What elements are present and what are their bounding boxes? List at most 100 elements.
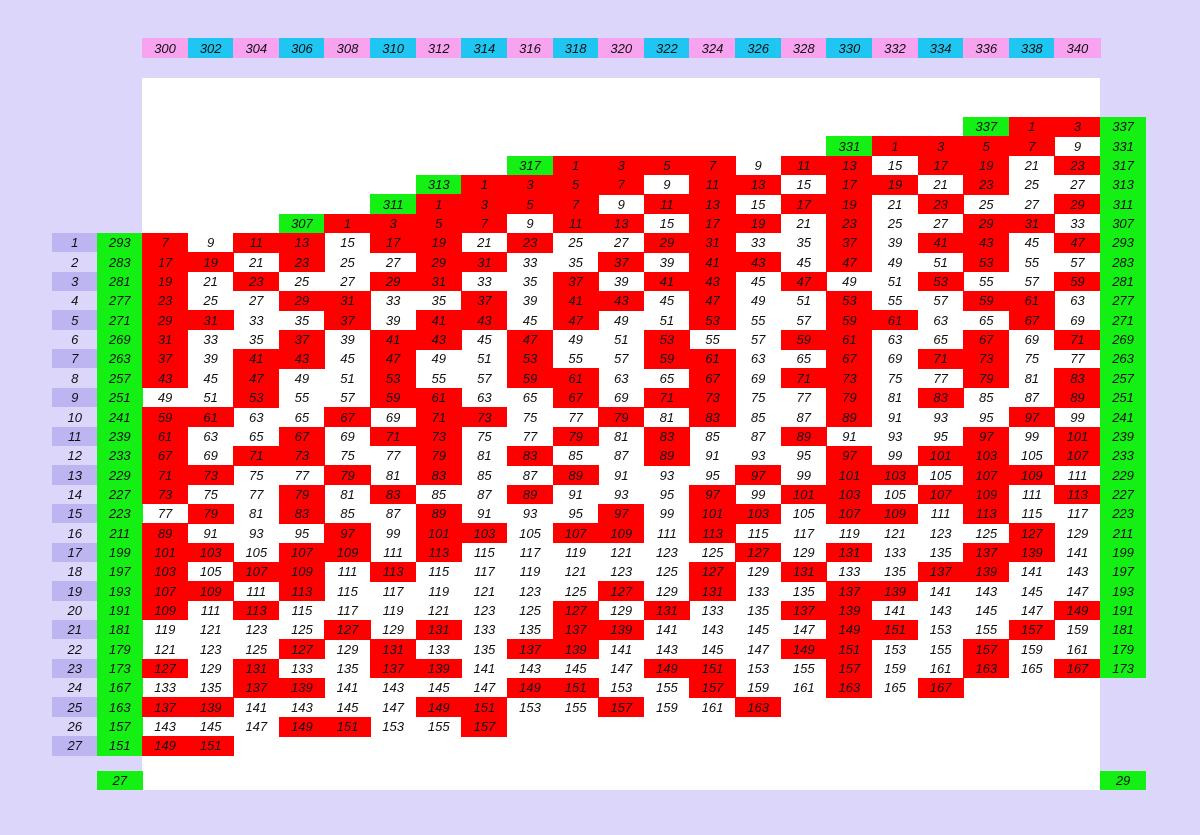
number-cell: 97 <box>826 445 873 466</box>
number-cell: 27 <box>1024 196 1040 212</box>
number-cell: 61 <box>1008 291 1055 311</box>
number-cell: 11 <box>689 174 736 195</box>
number-cell: 151 <box>461 697 508 718</box>
number-cell: 23 <box>506 233 554 253</box>
number-cell: 93 <box>659 467 675 483</box>
number-cell: 47 <box>552 310 599 331</box>
number-cell: 53 <box>826 291 873 311</box>
left-cell: 251 <box>97 387 143 408</box>
row-label: 8 <box>52 368 98 389</box>
number-cell: 99 <box>796 467 811 483</box>
number-cell: 117 <box>519 544 541 560</box>
number-cell: 127 <box>278 639 325 660</box>
number-cell: 91 <box>705 448 720 464</box>
number-cell: 109 <box>598 523 645 543</box>
number-cell: 27 <box>933 216 948 232</box>
number-cell: 161 <box>1066 641 1089 657</box>
number-cell: 153 <box>884 641 906 657</box>
number-cell: 51 <box>659 312 675 328</box>
number-cell: 63 <box>203 428 218 444</box>
number-cell: 159 <box>747 680 769 696</box>
number-cell: 17 <box>689 213 736 234</box>
number-cell: 61 <box>552 368 599 389</box>
number-cell: 35 <box>431 293 446 309</box>
number-cell: 61 <box>142 426 189 447</box>
number-cell: 113 <box>689 523 736 543</box>
number-cell: 75 <box>1024 351 1040 367</box>
number-cell: 61 <box>826 329 873 350</box>
number-cell: 11 <box>552 213 599 234</box>
number-cell: 51 <box>796 293 811 309</box>
number-cell: 19 <box>415 233 462 253</box>
left-cell: 281 <box>97 271 143 292</box>
number-cell: 81 <box>477 448 492 464</box>
number-cell: 25 <box>978 196 994 212</box>
left-cell: 271 <box>97 310 143 331</box>
number-cell: 149 <box>506 678 554 698</box>
number-cell: 21 <box>1024 157 1040 173</box>
marker-cell: 313 <box>415 174 462 195</box>
left-cell: 211 <box>97 523 143 543</box>
number-cell: 99 <box>887 448 903 464</box>
number-cell: 9 <box>207 235 215 251</box>
number-cell: 139 <box>871 581 919 602</box>
number-cell: 131 <box>643 600 690 621</box>
number-cell: 49 <box>568 332 583 348</box>
number-cell: 95 <box>659 486 675 502</box>
number-cell: 7 <box>598 174 645 195</box>
left-cell: 163 <box>97 697 143 718</box>
number-cell: 73 <box>187 465 234 485</box>
number-cell: 29 <box>278 291 325 311</box>
number-cell: 77 <box>796 390 811 406</box>
number-cell: 19 <box>963 155 1010 176</box>
number-cell: 95 <box>933 428 948 444</box>
number-cell: 133 <box>291 661 313 677</box>
left-cell: 193 <box>97 581 143 602</box>
number-cell: 115 <box>428 564 450 580</box>
row-label: 3 <box>52 271 98 292</box>
number-cell: 73 <box>689 387 736 408</box>
number-cell: 139 <box>963 561 1010 582</box>
right-cell: 197 <box>1100 561 1147 582</box>
number-cell: 127 <box>552 600 599 621</box>
number-cell: 103 <box>187 542 234 563</box>
number-cell: 119 <box>154 622 176 638</box>
number-cell: 33 <box>1070 216 1085 232</box>
number-cell: 143 <box>154 719 176 735</box>
right-cell: 337 <box>1100 116 1147 137</box>
right-cell: 211 <box>1100 523 1147 543</box>
footer-cell: 29 <box>1100 771 1147 791</box>
number-cell: 145 <box>1020 583 1043 599</box>
number-cell: 141 <box>884 603 906 619</box>
number-cell: 3 <box>370 213 417 234</box>
number-cell: 161 <box>929 661 952 677</box>
row-label: 17 <box>52 542 98 563</box>
number-cell: 105 <box>884 486 906 502</box>
number-cell: 107 <box>1054 445 1101 466</box>
number-cell: 101 <box>917 445 964 466</box>
number-cell: 61 <box>187 407 234 427</box>
number-cell: 135 <box>519 622 541 638</box>
number-cell: 159 <box>1020 641 1043 657</box>
number-cell: 85 <box>431 486 446 502</box>
number-cell: 131 <box>689 581 736 602</box>
number-cell: 121 <box>199 622 222 638</box>
number-cell: 99 <box>1070 409 1085 425</box>
number-cell: 103 <box>461 523 508 543</box>
header-cell: 332 <box>871 38 919 59</box>
number-cell: 51 <box>614 332 629 348</box>
number-cell: 139 <box>415 658 462 679</box>
header-cell: 300 <box>142 38 189 59</box>
number-cell: 79 <box>826 387 873 408</box>
number-cell: 89 <box>142 523 189 543</box>
number-cell: 121 <box>154 641 176 657</box>
number-cell: 127 <box>1008 523 1055 543</box>
number-cell: 143 <box>1066 564 1089 580</box>
number-cell: 105 <box>1020 448 1043 464</box>
number-cell: 75 <box>750 390 766 406</box>
number-cell: 41 <box>552 291 599 311</box>
number-cell: 129 <box>747 564 769 580</box>
number-cell: 155 <box>929 641 952 657</box>
number-cell: 165 <box>884 680 906 696</box>
